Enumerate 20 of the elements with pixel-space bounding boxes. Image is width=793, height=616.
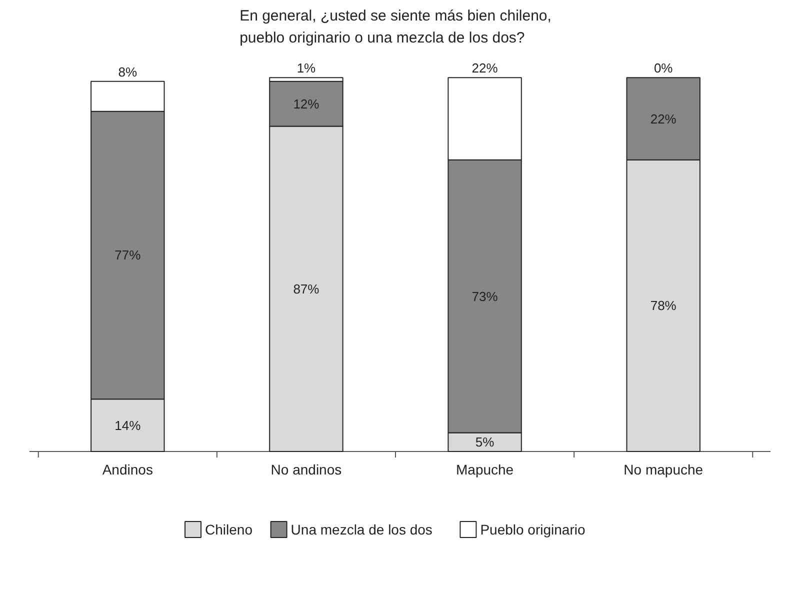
- data-label: 87%: [293, 281, 320, 296]
- data-label: 22%: [650, 111, 677, 126]
- x-tick-label: No mapuche: [624, 462, 704, 478]
- data-label: 1%: [296, 60, 316, 76]
- data-label: 73%: [472, 288, 498, 304]
- data-label: 5%: [475, 434, 495, 450]
- data-label: 77%: [114, 248, 142, 263]
- chart-title: En general, ¿usted se siente más bien chileno, pueblo originario o una mezcla de los dos?: [240, 7, 552, 46]
- data-label: 8%: [118, 64, 138, 80]
- data-label: 14%: [114, 418, 142, 433]
- data-label: 0%: [654, 60, 674, 76]
- data-label: 78%: [650, 298, 677, 314]
- legend-label: Pueblo originario: [480, 522, 586, 538]
- legend-label: Chileno: [205, 522, 253, 538]
- data-label: 22%: [472, 60, 498, 76]
- x-tick-label: Mapuche: [456, 462, 514, 478]
- x-tick-label: Andinos: [102, 462, 153, 478]
- x-tick-label: No andinos: [270, 462, 342, 478]
- legend-label: Una mezcla de los dos: [290, 522, 432, 538]
- data-label: 12%: [293, 96, 320, 112]
